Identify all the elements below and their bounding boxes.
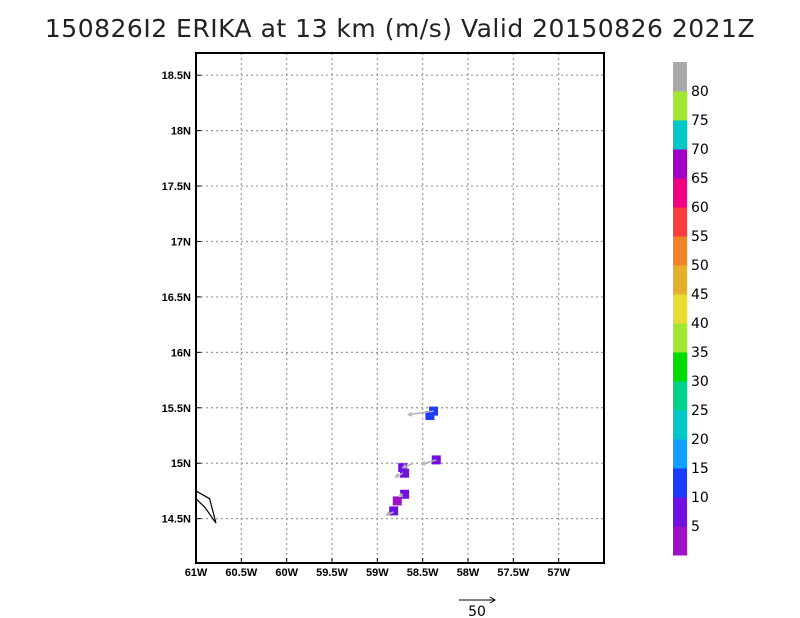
colorbar-segment [673, 62, 687, 92]
x-tick-label: 58.5W [407, 567, 439, 579]
wind-vector [402, 462, 414, 469]
plot-frame [195, 52, 605, 564]
colorbar-label: 50 [691, 258, 709, 274]
colorbar-segment [673, 91, 687, 121]
colorbar: 5 10 15 20 25 30 35 40 45 50 55 60 65 70 75 80 [673, 62, 709, 556]
data-point [392, 496, 402, 506]
colorbar-label: 60 [691, 200, 709, 216]
wind-vector-head [385, 511, 391, 517]
vector-key: 50 [459, 596, 496, 618]
x-tick-label: 59.5W [316, 567, 348, 579]
plot-area: 61W 60.5W 60W 59.5W 59W 58.5W 58W 57.5W 57W 14.5N… [162, 52, 605, 579]
colorbar-segment [673, 178, 687, 208]
y-tick-label: 18N [171, 126, 191, 138]
y-tick-label: 16N [171, 347, 191, 359]
colorbar-label: 55 [691, 229, 709, 245]
colorbar-segment [673, 120, 687, 150]
colorbar-label: 10 [691, 490, 709, 506]
y-tick-label: 14.5N [162, 514, 191, 526]
wind-vector [421, 459, 437, 465]
colorbar-label: 45 [691, 287, 709, 303]
colorbar-segment [673, 265, 687, 295]
colorbar-segment [673, 468, 687, 498]
colorbar-label: 25 [691, 403, 709, 419]
y-tick-label: 17.5N [162, 181, 191, 193]
colorbar-segment [673, 207, 687, 237]
colorbar-label: 5 [691, 519, 700, 535]
x-tick-label: 58W [457, 567, 480, 579]
wind-vector-head [394, 473, 400, 478]
y-tick-label: 17N [171, 236, 191, 248]
colorbar-segment [673, 352, 687, 382]
colorbar-segment [673, 410, 687, 440]
y-tick-label: 15.5N [162, 403, 191, 415]
x-tick-label: 60W [275, 567, 298, 579]
wind-vector-head [401, 464, 407, 469]
wind-vector-head [407, 411, 413, 417]
colorbar-segment [673, 236, 687, 266]
colorbar-label: 75 [691, 113, 709, 129]
colorbar-segment [673, 381, 687, 411]
x-tick-label: 60.5W [225, 567, 257, 579]
colorbar-label: 15 [691, 461, 709, 477]
colorbar-segment [673, 439, 687, 469]
vector-key-label: 50 [468, 604, 486, 618]
colorbar-label: 35 [691, 345, 709, 361]
colorbar-label: 70 [691, 142, 709, 158]
colorbar-segment [673, 526, 687, 556]
colorbar-segment [673, 149, 687, 179]
colorbar-label: 30 [691, 374, 709, 390]
colorbar-label: 20 [691, 432, 709, 448]
data-point [425, 411, 435, 421]
colorbar-label: 80 [691, 84, 709, 100]
wind-vector-head [397, 492, 404, 498]
colorbar-segment [673, 323, 687, 353]
data-point [389, 506, 399, 516]
x-tick-label: 57W [547, 567, 570, 579]
chart-title: 150826I2 ERIKA at 13 km (m/s) Valid 2015… [44, 14, 756, 43]
y-tick-label: 18.5N [162, 70, 191, 82]
colorbar-segment [673, 294, 687, 324]
x-tick-label: 61W [185, 567, 208, 579]
y-tick-label: 16.5N [162, 292, 191, 304]
y-tick-label: 15N [171, 458, 191, 470]
wind-vector-head [420, 460, 426, 466]
wind-vector [408, 410, 434, 416]
x-tick-label: 57.5W [497, 567, 529, 579]
colorbar-label: 40 [691, 316, 709, 332]
data-point [400, 468, 410, 478]
x-tick-label: 59W [366, 567, 389, 579]
colorbar-segment [673, 497, 687, 527]
data-point [400, 489, 410, 499]
coastline [195, 490, 217, 524]
colorbar-label: 65 [691, 171, 709, 187]
vector-key-arrowhead [489, 596, 496, 604]
